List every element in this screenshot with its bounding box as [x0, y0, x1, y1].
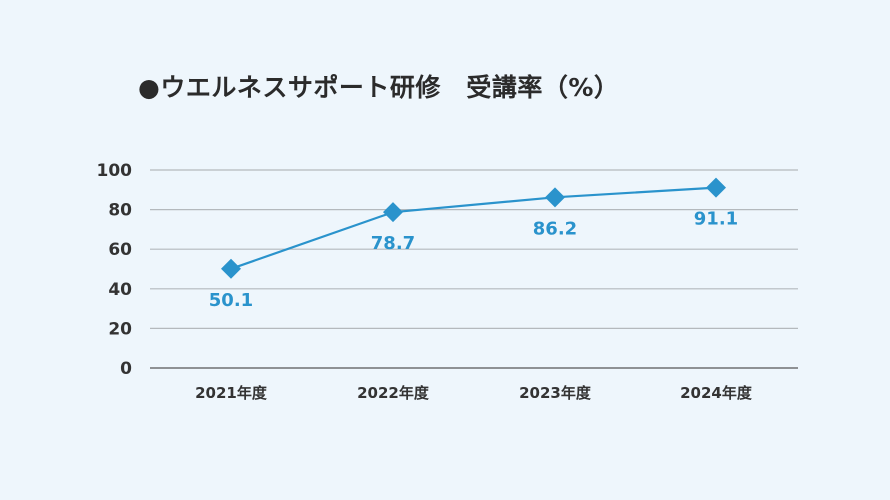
gridlines [150, 169, 798, 369]
data-label: 50.1 [209, 290, 253, 311]
y-tick-label: 60 [108, 240, 132, 260]
diamond-marker [383, 202, 403, 223]
y-axis-ticks: 0 20 40 60 80 100 [97, 161, 133, 379]
data-labels: 50.1 78.7 86.2 91.1 [209, 209, 738, 311]
y-tick-label: 20 [108, 319, 132, 339]
x-tick-label: 2023年度 [519, 384, 592, 402]
y-tick-label: 40 [108, 280, 132, 300]
diamond-marker [706, 177, 726, 198]
x-tick-label: 2024年度 [680, 384, 753, 402]
diamond-marker [545, 187, 565, 208]
diamond-marker [221, 258, 241, 279]
data-label: 78.7 [371, 233, 415, 254]
chart-title: ●ウエルネスサポート研修 受講率（%） [138, 73, 620, 102]
y-tick-label: 0 [120, 359, 132, 379]
data-label: 91.1 [694, 209, 738, 230]
series [221, 177, 726, 279]
y-tick-label: 80 [108, 201, 132, 221]
x-tick-label: 2022年度 [357, 384, 430, 402]
x-tick-label: 2021年度 [195, 384, 268, 402]
series-line [230, 186, 717, 270]
x-axis-ticks: 2021年度 2022年度 2023年度 2024年度 [195, 384, 753, 402]
y-tick-label: 100 [97, 161, 133, 181]
data-label: 86.2 [533, 218, 577, 239]
